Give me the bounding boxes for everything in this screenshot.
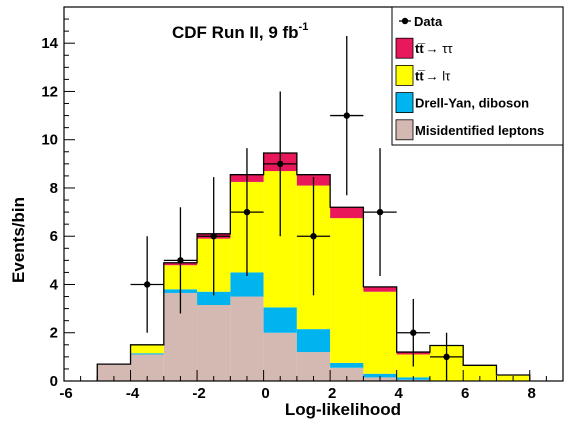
x-tick-label: 2 (328, 385, 336, 402)
legend-label-decay-1: → ττ (426, 41, 454, 56)
bar-s1-b4 (230, 272, 264, 297)
x-axis-title: Log-likelihood (285, 400, 401, 419)
legend-label-3: Drell-Yan, diboson (415, 96, 529, 111)
stack-outline (96, 152, 531, 381)
x-tick-label: 6 (461, 385, 469, 402)
data-point-3 (243, 208, 251, 216)
data-point-6 (343, 112, 350, 119)
y-tick-label: 14 (41, 35, 58, 52)
bar-s3-b7 (330, 207, 364, 219)
y-tick-label: 2 (50, 325, 58, 342)
legend-label-process-1: tt̅ (415, 41, 425, 56)
bar-s0-b4 (230, 296, 264, 381)
legend-swatch-4 (395, 119, 414, 141)
x-tick-label: 0 (261, 385, 269, 402)
bar-s0-b7 (330, 367, 364, 381)
legend-label-process-2: tt̅ (415, 68, 425, 83)
bar-s2-b1 (130, 344, 164, 354)
bar-s3-b8 (363, 286, 397, 292)
y-tick-label: 6 (50, 228, 58, 245)
chart-title-sup: -1 (299, 21, 309, 33)
y-tick-label: 4 (50, 276, 59, 293)
y-axis-title: Events/bin (9, 197, 28, 283)
data-point-2 (210, 233, 217, 240)
data-point-8 (410, 329, 417, 336)
legend-data-marker (401, 17, 409, 25)
bar-s1-b3 (197, 291, 231, 305)
y-tick-label: 0 (50, 373, 58, 390)
bar-s1-b5 (263, 307, 297, 333)
x-tick-label: 4 (394, 385, 403, 402)
bar-s1-b7 (330, 362, 364, 368)
chart-title-text: CDF Run II, 9 fb (172, 23, 299, 42)
x-tick-label: -2 (192, 385, 205, 402)
bar-s0-b3 (197, 304, 231, 381)
y-tick-label: 8 (50, 180, 58, 197)
data-point-7 (376, 208, 384, 216)
bar-s1-b8 (363, 373, 397, 378)
chart-title: CDF Run II, 9 fb-1 (172, 21, 308, 42)
data-point-0 (143, 281, 151, 288)
legend-label-1: tt̅ → ττ (415, 41, 453, 56)
x-tick-label: -4 (126, 385, 140, 402)
legend-label-2: tt̅ → lτ (415, 68, 451, 83)
data-point-5 (310, 233, 317, 240)
bar-s0-b5 (263, 332, 297, 381)
y-tick-label: 10 (41, 132, 58, 149)
legend-swatch-2 (395, 65, 414, 86)
legend-box (391, 6, 564, 146)
legend-swatch-1 (395, 37, 414, 59)
bar-s2-b7 (330, 218, 364, 363)
bar-s1-b6 (296, 329, 331, 353)
legend-label-data: Data (414, 14, 443, 29)
data-layer (130, 35, 464, 381)
legend-label-4: Misidentified leptons (415, 123, 544, 138)
bar-s0-b0 (97, 364, 131, 381)
legend-label-decay-2: → lτ (426, 68, 452, 83)
data-point-1 (177, 257, 184, 264)
bar-s2-b11 (463, 365, 497, 381)
bar-s2-b8 (363, 291, 397, 374)
x-tick-label: 8 (528, 385, 536, 402)
bar-s1-b1 (130, 353, 164, 355)
data-point-4 (277, 160, 284, 168)
x-tick-label: -6 (59, 385, 72, 402)
y-tick-label: 12 (41, 83, 58, 100)
data-point-9 (443, 353, 450, 361)
legend-swatch-3 (395, 92, 414, 113)
axes-layer: -6 -4 -2 0 2 4 6 8 0 2 4 6 8 10 12 14 (41, 18, 564, 402)
